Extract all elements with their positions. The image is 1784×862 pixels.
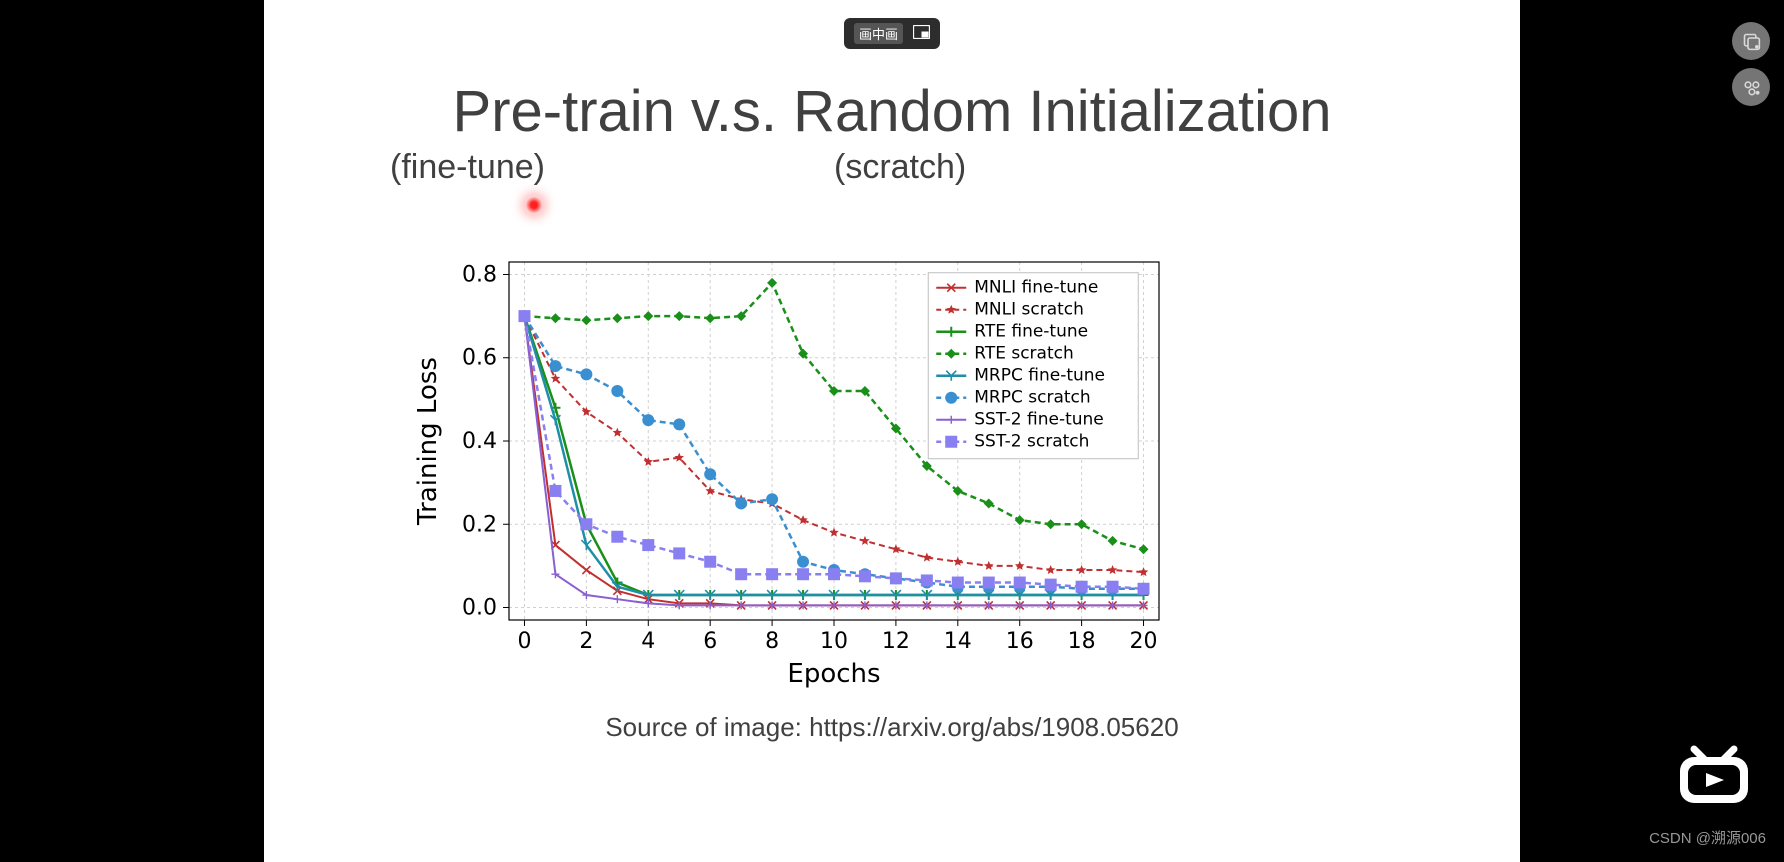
subtitle-scratch: (scratch) (834, 148, 966, 187)
source-caption: Source of image: https://arxiv.org/abs/1… (264, 712, 1520, 743)
svg-text:MNLI fine-tune: MNLI fine-tune (974, 278, 1098, 298)
svg-text:10: 10 (820, 629, 848, 654)
share-icon (1741, 77, 1762, 98)
svg-text:SST-2 fine-tune: SST-2 fine-tune (974, 410, 1104, 430)
training-loss-chart: 0 2 4 6 8 10 12 14 16 18 20 0.0 0.2 0.4 0.6 0.8 Epochs Tr… (414, 250, 1174, 690)
pip-expand-icon[interactable] (913, 25, 930, 42)
pip-label: 画中画 (854, 23, 903, 44)
share-button[interactable] (1732, 68, 1770, 106)
svg-text:0.2: 0.2 (462, 512, 497, 537)
svg-text:20: 20 (1130, 629, 1158, 654)
svg-text:MRPC scratch: MRPC scratch (974, 388, 1090, 408)
svg-text:0.4: 0.4 (462, 429, 497, 454)
watermark: CSDN @溯源006 (1649, 827, 1766, 848)
svg-text:Training Loss: Training Loss (414, 357, 443, 526)
svg-text:Epochs: Epochs (787, 659, 880, 689)
svg-text:16: 16 (1006, 629, 1034, 654)
svg-text:0.8: 0.8 (462, 262, 497, 287)
layers-button[interactable] (1732, 22, 1770, 60)
laser-pointer-icon (525, 196, 543, 214)
svg-text:RTE fine-tune: RTE fine-tune (974, 322, 1088, 342)
svg-text:12: 12 (882, 629, 910, 654)
svg-text:0.0: 0.0 (462, 596, 497, 621)
layers-icon (1741, 31, 1762, 52)
svg-text:2: 2 (579, 629, 593, 654)
slide-title: Pre-train v.s. Random Initialization (264, 78, 1520, 145)
svg-text:0: 0 (517, 629, 531, 654)
svg-text:4: 4 (641, 629, 655, 654)
slide: Pre-train v.s. Random Initialization (fi… (264, 0, 1520, 862)
svg-text:RTE scratch: RTE scratch (974, 344, 1074, 364)
pip-overlay[interactable]: 画中画 (844, 18, 940, 49)
subtitle-fine-tune: (fine-tune) (390, 148, 545, 187)
bilibili-tv-icon[interactable] (1672, 737, 1756, 807)
svg-text:8: 8 (765, 629, 779, 654)
svg-text:MRPC fine-tune: MRPC fine-tune (974, 366, 1105, 386)
svg-text:14: 14 (944, 629, 972, 654)
svg-text:0.6: 0.6 (462, 346, 497, 371)
svg-text:6: 6 (703, 629, 717, 654)
svg-text:18: 18 (1068, 629, 1096, 654)
svg-text:SST-2 scratch: SST-2 scratch (974, 432, 1089, 452)
svg-text:MNLI scratch: MNLI scratch (974, 300, 1084, 320)
